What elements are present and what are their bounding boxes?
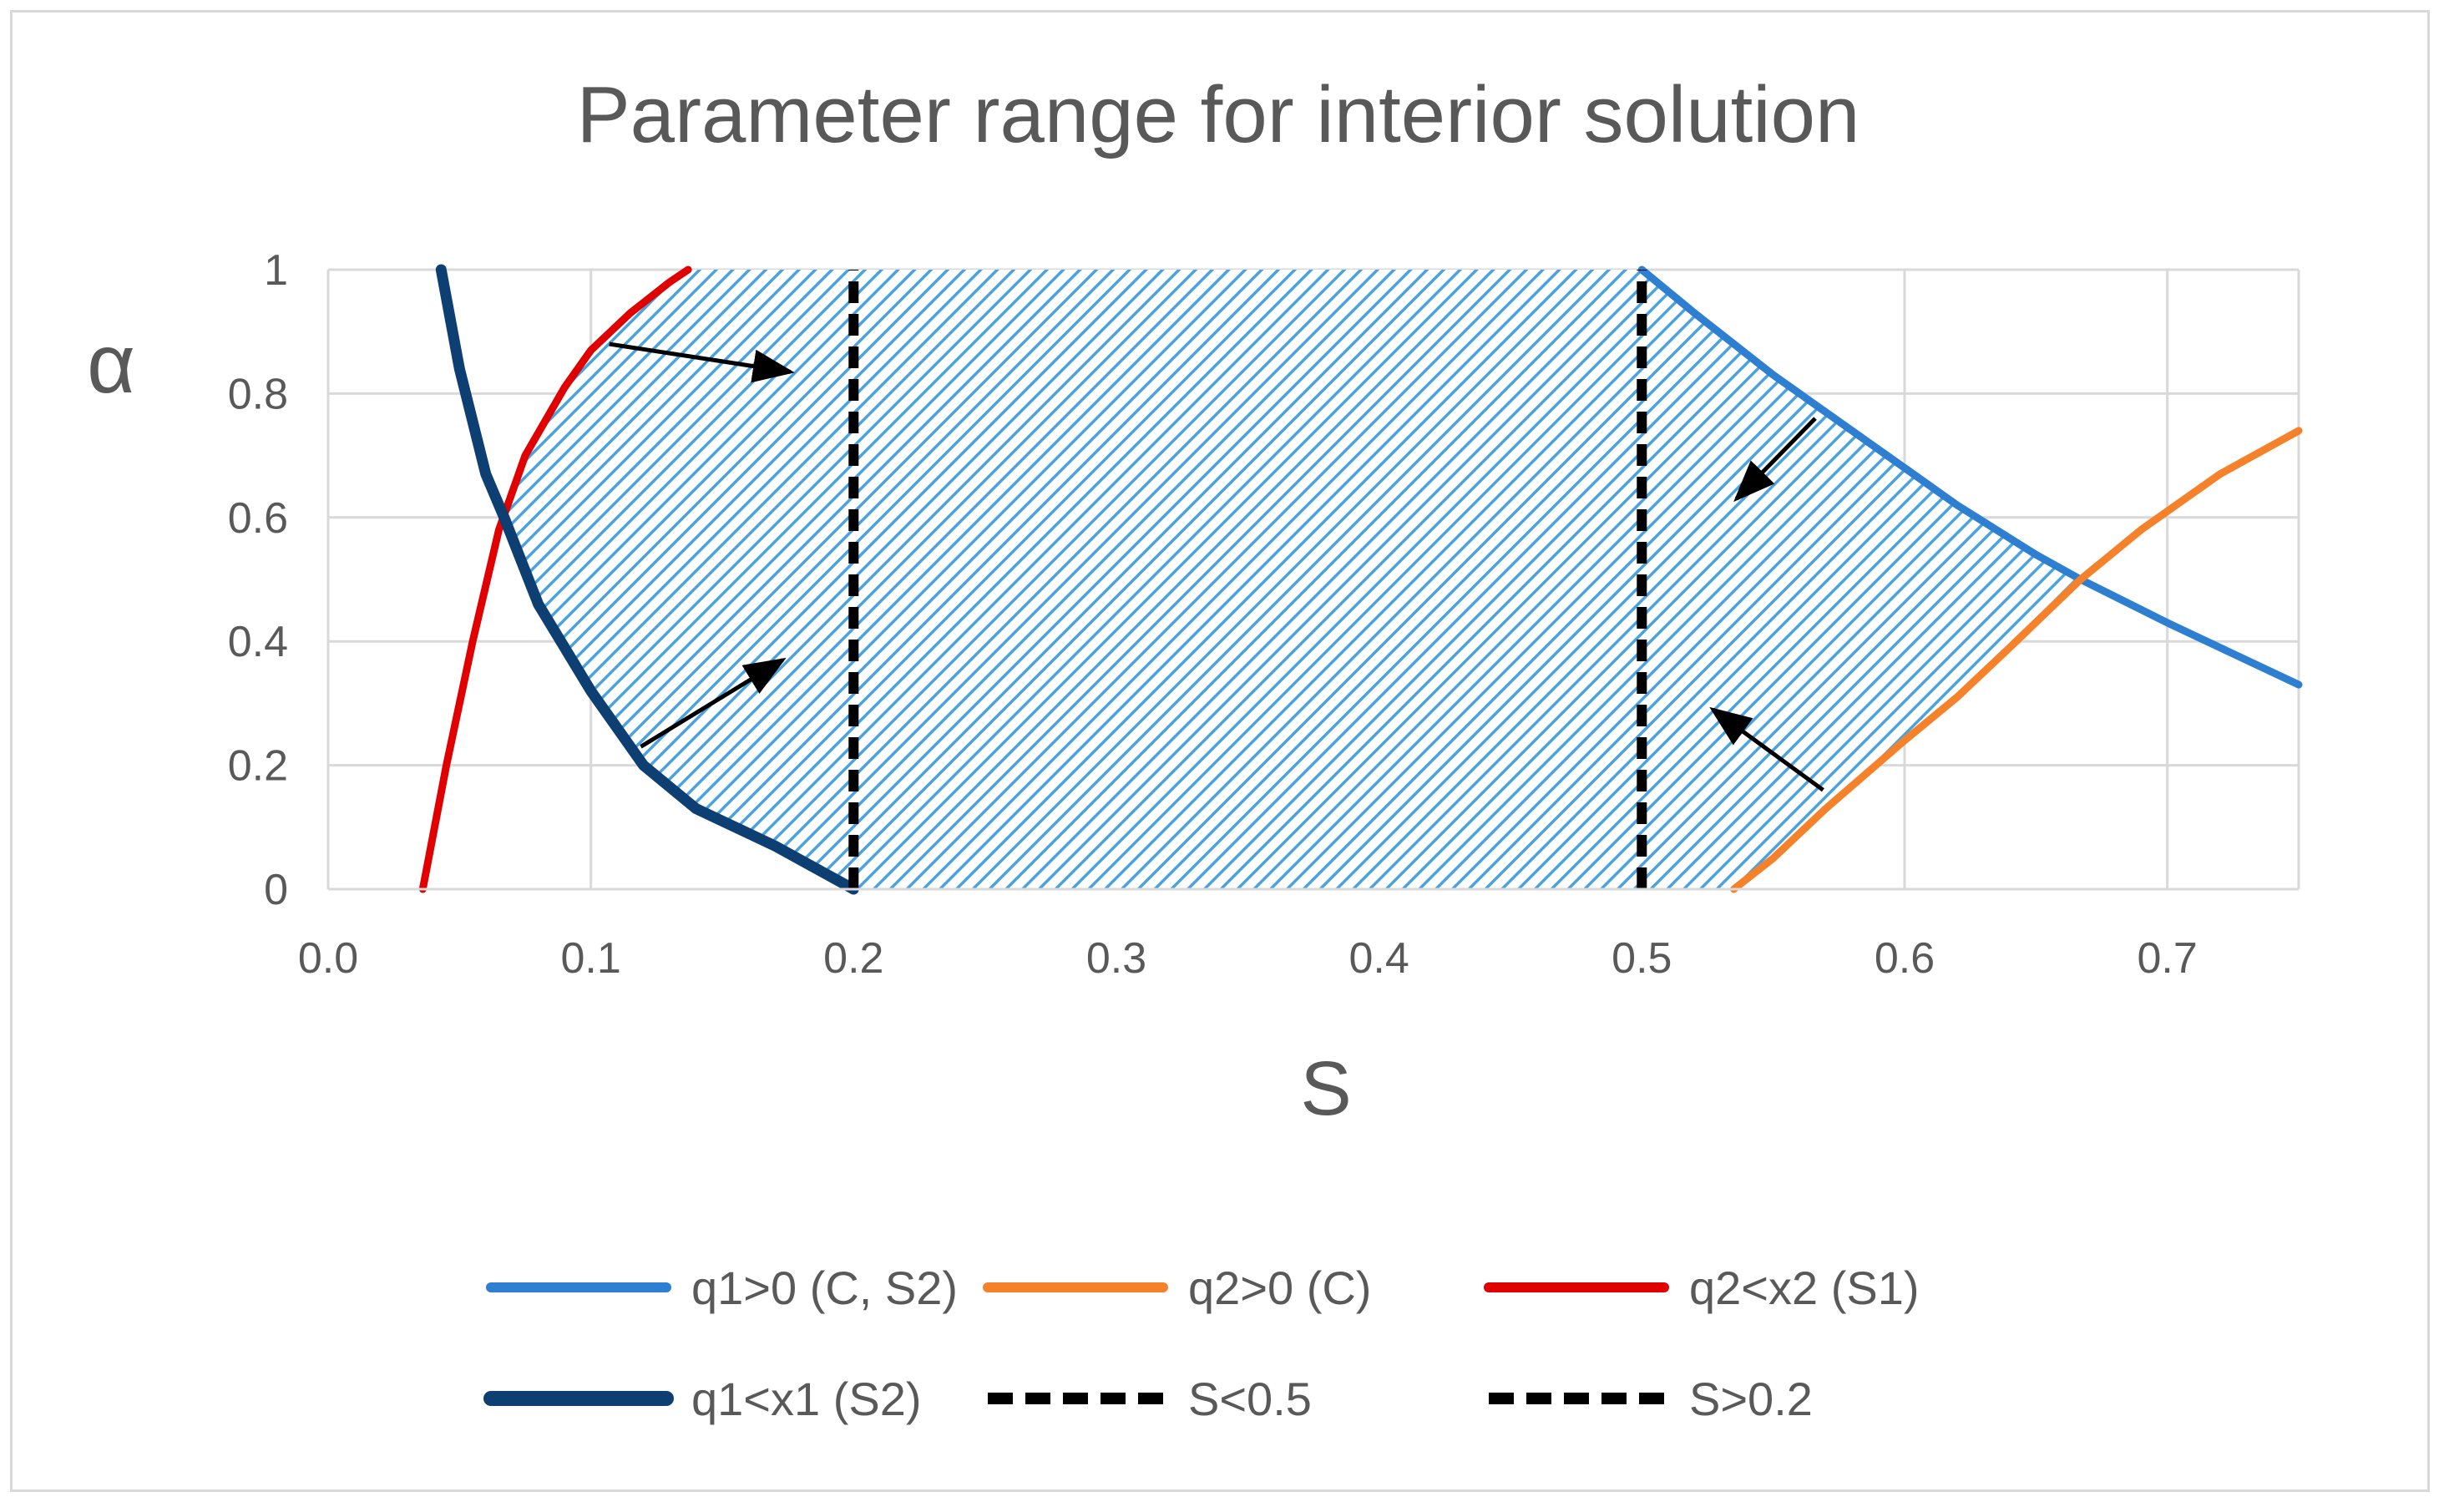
- chart-svg: Parameter range for interior solution 0.…: [87, 70, 2303, 1425]
- y-axis-title: α: [87, 317, 135, 411]
- legend-item: q2<x2 (S1): [1484, 1262, 1920, 1314]
- legend-label: q2>0 (C): [1188, 1262, 1371, 1314]
- x-tick-label: 0.4: [1349, 934, 1409, 983]
- legend-label: S<0.5: [1188, 1373, 1312, 1425]
- x-tick-label: 0.1: [561, 934, 621, 983]
- x-axis-title: S: [1300, 1046, 1351, 1131]
- annotation-arrow: [640, 657, 787, 749]
- legend-item: q2>0 (C): [983, 1262, 1371, 1314]
- legend-label: q2<x2 (S1): [1689, 1262, 1920, 1314]
- legend-label: S>0.2: [1689, 1373, 1813, 1425]
- x-tick-label: 0.3: [1086, 934, 1146, 983]
- chart-title: Parameter range for interior solution: [577, 70, 1860, 159]
- legend-item: S<0.5: [988, 1373, 1312, 1425]
- x-tick-label: 0.5: [1612, 934, 1672, 983]
- y-tick-label: 0: [264, 866, 288, 914]
- x-tick-label: 0.6: [1875, 934, 1935, 983]
- legend-item: q1>0 (C, S2): [486, 1262, 958, 1314]
- legend-item: S>0.2: [1489, 1373, 1813, 1425]
- series-layer: [328, 264, 2303, 895]
- x-tick-label: 0.2: [823, 934, 883, 983]
- series-line-1: [1730, 427, 2303, 893]
- tick-layer: 0.0 0.1 0.2 0.3 0.4 0.5 0.6 0.7 0 0.2 0.4 0.6 0.8 1: [228, 246, 2198, 983]
- series-line-2: [418, 265, 692, 893]
- annotation-arrow: [1709, 706, 1824, 792]
- legend: q1>0 (C, S2) q2>0 (C) q2<x2 (S1) q1<x1 (S2)…: [483, 1262, 1920, 1425]
- x-tick-label: 0.0: [298, 934, 358, 983]
- arrow-layer: [609, 341, 1824, 792]
- feasible-region: [503, 270, 2081, 889]
- y-tick-label: 0.2: [228, 742, 288, 791]
- chart-area: Parameter range for interior solution 0.…: [10, 10, 2430, 1492]
- y-tick-label: 0.4: [228, 618, 288, 666]
- series-line-3: [435, 264, 859, 895]
- series-line-0: [1637, 265, 2303, 689]
- y-tick-label: 0.6: [228, 494, 288, 543]
- legend-item: q1<x1 (S2): [483, 1373, 922, 1425]
- y-tick-label: 0.8: [228, 370, 288, 418]
- legend-label: q1>0 (C, S2): [691, 1262, 958, 1314]
- annotation-arrow: [609, 341, 795, 383]
- annotation-arrow: [1733, 417, 1817, 503]
- y-tick-label: 1: [264, 246, 288, 295]
- legend-label: q1<x1 (S2): [691, 1373, 922, 1425]
- x-tick-label: 0.7: [2138, 934, 2198, 983]
